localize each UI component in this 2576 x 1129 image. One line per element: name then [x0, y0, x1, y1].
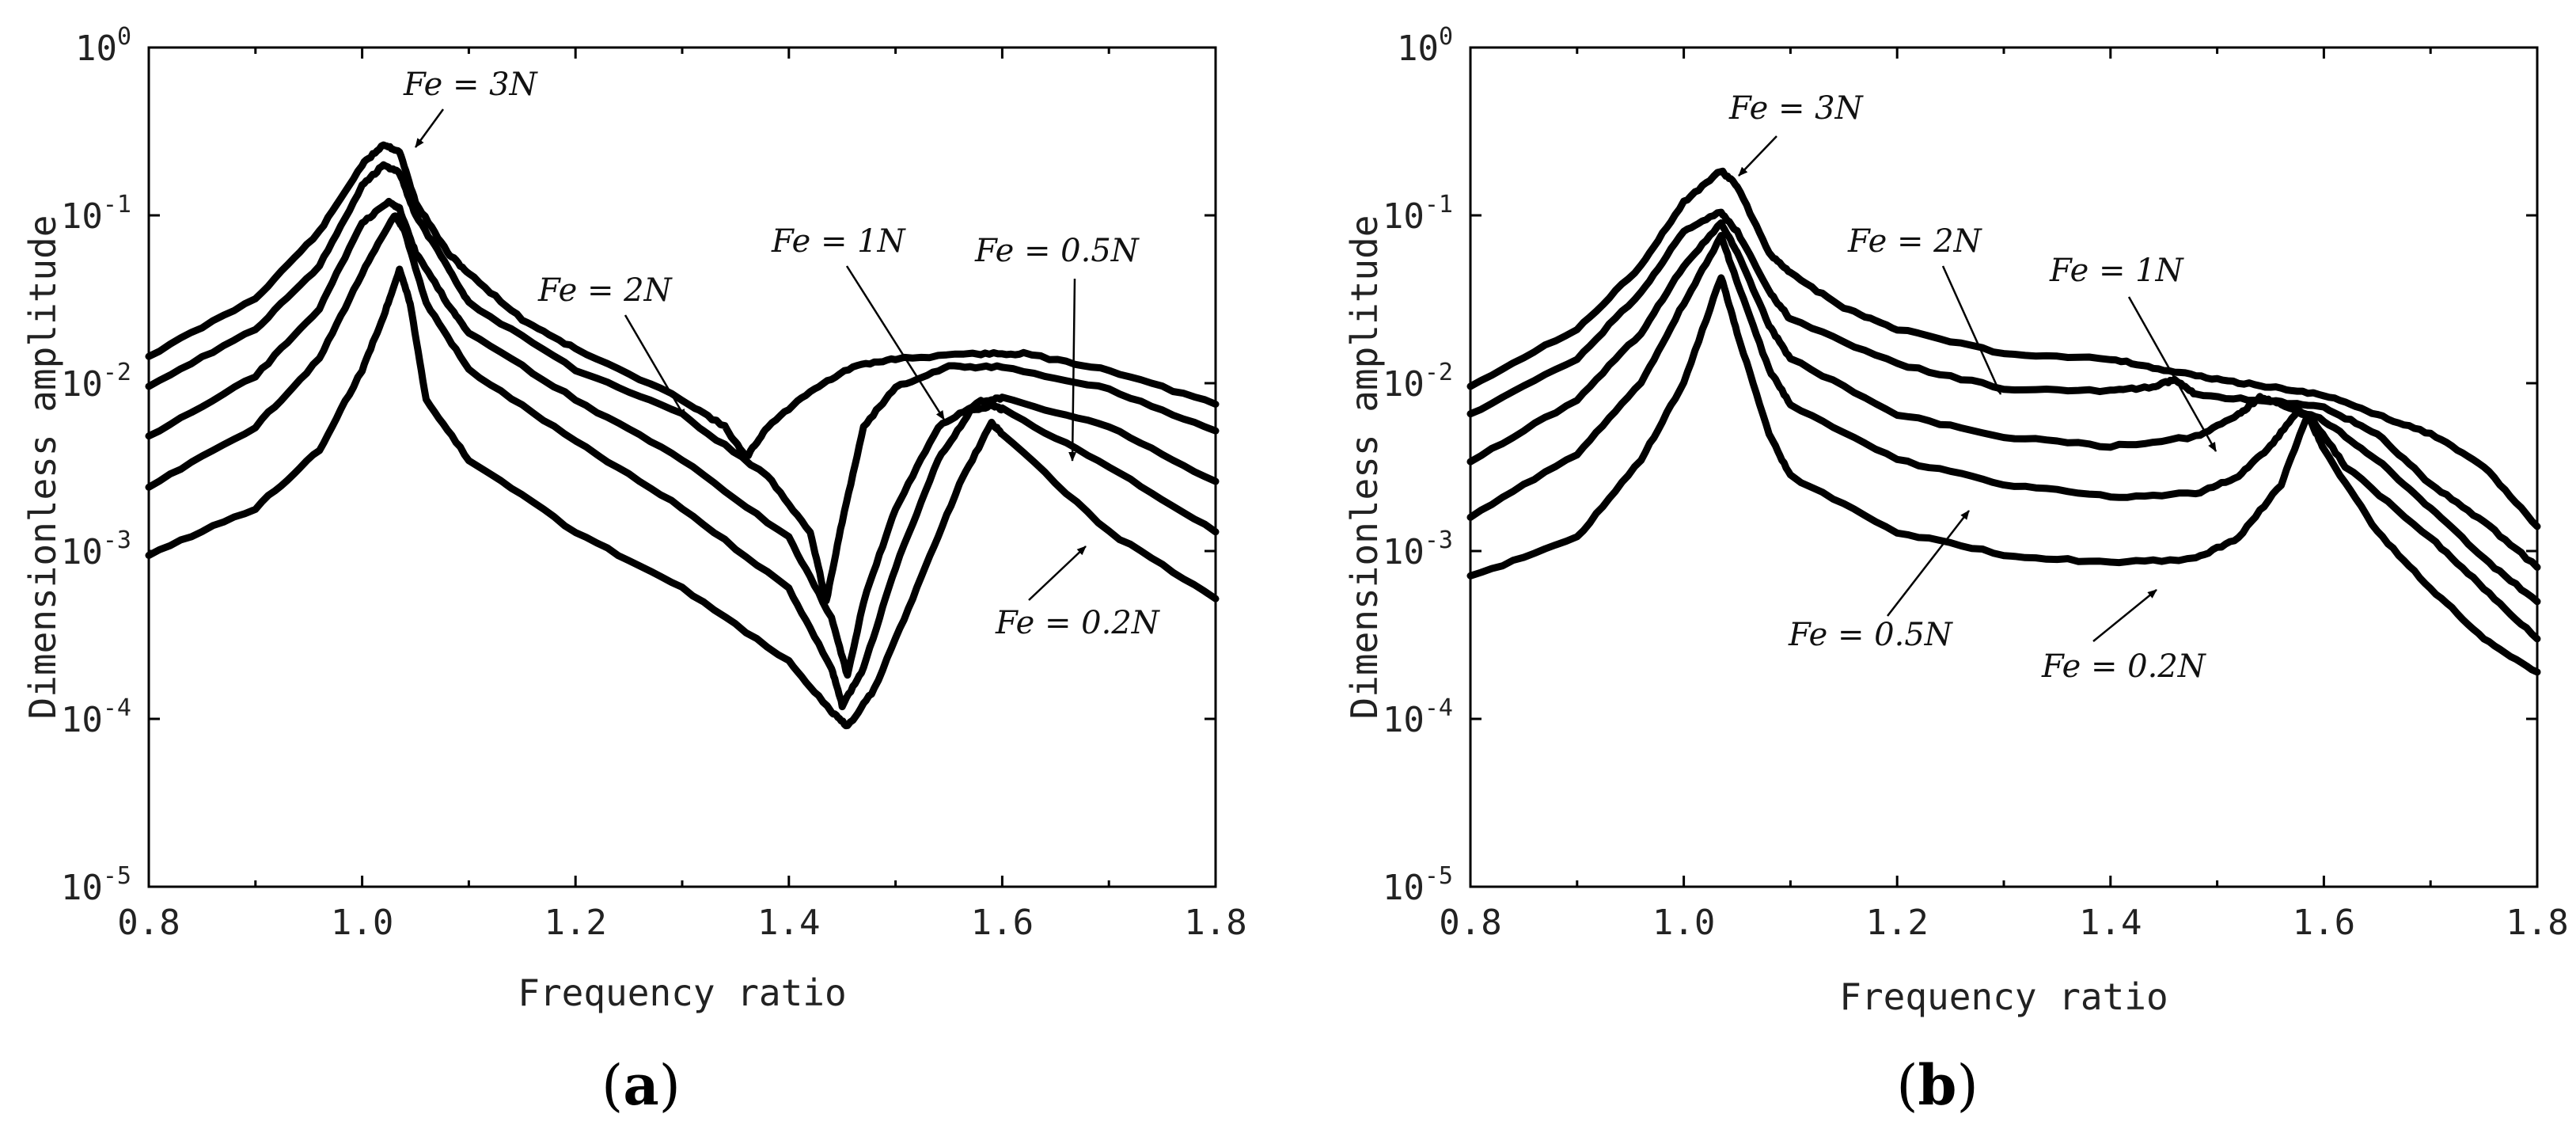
y-tick-label: 10-3: [61, 526, 131, 572]
panel-label-a: (a): [601, 1052, 681, 1118]
y-tick-label: 10-4: [61, 694, 131, 740]
y-tick-label: 10-5: [61, 862, 131, 908]
x-tick-label: 1.6: [971, 903, 1034, 943]
annotation-b-05n: Fe = 0.5N: [1788, 510, 1970, 653]
y-axis-title-a: Dimensionless amplitude: [21, 215, 64, 720]
x-tick-label: 0.8: [1439, 903, 1501, 943]
annotation-a-02n: Fe = 0.2N: [995, 545, 1161, 641]
x-tick-label: 1.4: [2079, 903, 2142, 943]
x-tick-label: 1.8: [2506, 903, 2568, 943]
y-tick-label: 10-3: [1383, 526, 1453, 572]
annotation-label: Fe = 0.5N: [974, 233, 1140, 269]
x-axis-title-b: Frequency ratio: [1839, 975, 2168, 1018]
x-ticks-b: 0.8 1.0 1.2 1.4 1.6 1.8: [1439, 48, 2569, 943]
y-ticks-a: 100 10-1 10-2 10-3 10-4 10-5: [61, 23, 1216, 908]
x-tick-label: 1.4: [757, 903, 820, 943]
series-line-fe-3n: [145, 141, 1220, 461]
annotation-label: Fe = 0.5N: [1788, 617, 1954, 653]
annotation-b-1n: Fe = 1N: [2049, 253, 2217, 452]
y-tick-label: 10-5: [1383, 862, 1453, 908]
annotation-arrow: [1028, 545, 1087, 601]
y-tick-label: 10-2: [61, 359, 131, 405]
annotation-label: Fe = 3N: [1728, 90, 1865, 127]
x-tick-label: 0.8: [117, 903, 180, 943]
x-tick-label: 1.8: [1184, 903, 1246, 943]
annotation-b-02n: Fe = 0.2N: [2041, 589, 2207, 685]
y-ticks-b: 100 10-1 10-2 10-3 10-4 10-5: [1383, 23, 2537, 908]
y-tick-label: 100: [1397, 23, 1453, 69]
annotation-arrow: [845, 265, 946, 420]
annotation-a-1n: Fe = 1N: [771, 223, 946, 420]
series-line-fe-0-2n: [145, 265, 1220, 730]
y-tick-label: 10-4: [1383, 694, 1453, 740]
series-line-fe-0-5n: [145, 212, 1220, 711]
x-tick-label: 1.2: [544, 903, 606, 943]
annotation-b-2n: Fe = 2N: [1847, 223, 2002, 395]
annotation-arrow: [414, 108, 445, 148]
annotation-a-2n: Fe = 2N: [537, 272, 687, 419]
annotation-label: Fe = 3N: [403, 67, 539, 103]
annotation-label: Fe = 0.2N: [995, 605, 1161, 641]
y-tick-label: 10-1: [1383, 191, 1453, 237]
chart-panel-a: 0.8 1.0 1.2 1.4 1.6 1.8 10010-110-210-310-410…: [21, 23, 1247, 1118]
y-tick-label: 100: [75, 23, 131, 69]
series-line-fe-0-5n: [1466, 232, 2541, 643]
x-axis-title-a: Frequency ratio: [518, 971, 846, 1014]
annotation-arrow: [1941, 265, 2002, 395]
series-group-b: [1466, 167, 2541, 676]
x-tick-label: 1.0: [331, 903, 393, 943]
y-tick-label: 10-1: [61, 191, 131, 237]
annotation-arrow: [624, 314, 687, 419]
annotation-label: Fe = 1N: [2049, 253, 2185, 289]
plot-frame-a: [147, 46, 1217, 888]
annotation-b-3n: Fe = 3N: [1728, 90, 1865, 177]
annotation-label: Fe = 0.2N: [2041, 648, 2207, 685]
annotation-arrow: [1738, 135, 1777, 177]
series-line-fe-0-2n: [1466, 274, 2541, 676]
series-line-fe-2n: [145, 161, 1220, 605]
series-line-fe-3n: [1466, 167, 2541, 530]
y-axis-title-b: Dimensionless amplitude: [1343, 215, 1386, 720]
annotation-label: Fe = 2N: [1847, 223, 1983, 260]
annotation-a-05n: Fe = 0.5N: [974, 233, 1140, 462]
y-tick-label: 10-2: [1383, 359, 1453, 405]
annotation-arrow: [1887, 510, 1970, 617]
series-line-fe-2n: [1466, 208, 2541, 571]
series-line-fe-1n: [1466, 219, 2541, 606]
annotation-a-3n: Fe = 3N: [403, 67, 539, 148]
panel-label-b: (b): [1896, 1052, 1978, 1118]
chart-panel-b: 0.8 1.0 1.2 1.4 1.6 1.8 10010-110-210-310-410…: [1343, 23, 2569, 1118]
annotation-arrow: [2092, 589, 2157, 642]
annotation-arrow: [2127, 296, 2217, 452]
annotation-label: Fe = 2N: [537, 272, 673, 309]
x-ticks-a: 0.8 1.0 1.2 1.4 1.6 1.8: [117, 48, 1247, 943]
annotation-arrow: [1068, 278, 1077, 462]
x-tick-label: 1.2: [1865, 903, 1928, 943]
annotation-label: Fe = 1N: [771, 223, 907, 260]
x-tick-label: 1.0: [1652, 903, 1715, 943]
x-tick-label: 1.6: [2293, 903, 2355, 943]
